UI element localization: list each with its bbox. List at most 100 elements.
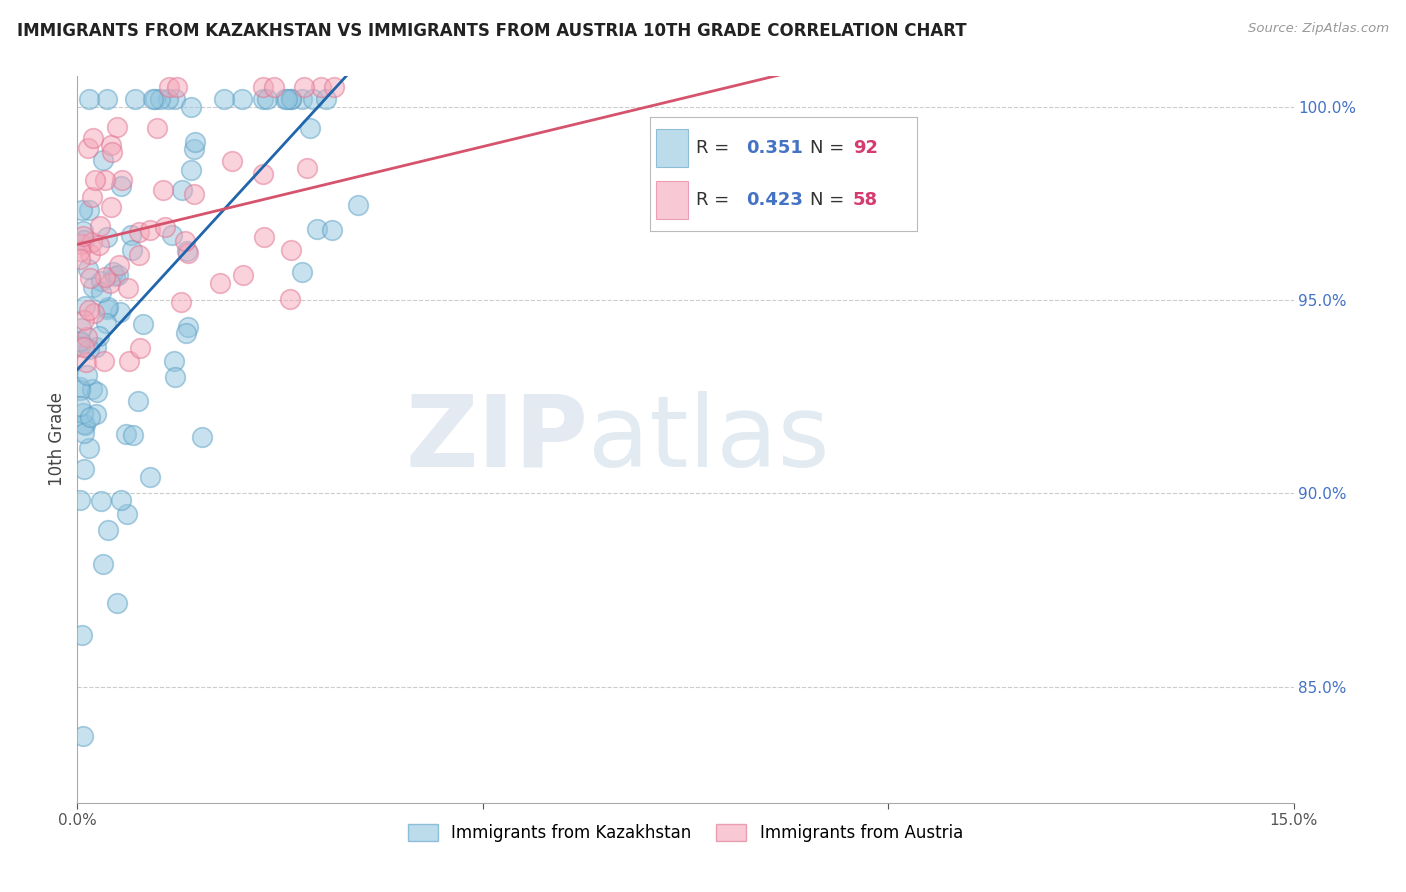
Point	[110, 493, 132, 508]
Point	[291, 265, 314, 279]
Point	[69, 383, 91, 397]
Point	[96, 302, 118, 317]
Point	[104, 268, 127, 283]
Point	[163, 92, 186, 106]
Point	[70, 628, 93, 642]
Point	[79, 246, 101, 260]
Point	[121, 428, 143, 442]
Point	[146, 121, 169, 136]
Point	[157, 80, 180, 95]
Point	[252, 167, 274, 181]
Point	[100, 200, 122, 214]
Point	[302, 92, 325, 106]
Point	[128, 248, 150, 262]
Point	[69, 339, 91, 353]
Point	[208, 276, 231, 290]
Point	[82, 131, 104, 145]
Point	[176, 244, 198, 259]
Point	[84, 340, 107, 354]
Point	[73, 233, 96, 247]
Point	[82, 280, 104, 294]
Text: 58: 58	[852, 191, 877, 209]
Point	[231, 92, 253, 106]
Point	[138, 223, 160, 237]
Point	[110, 179, 132, 194]
Point	[163, 354, 186, 368]
Point	[77, 441, 100, 455]
Point	[180, 100, 202, 114]
Bar	[657, 181, 689, 219]
Point	[77, 262, 100, 277]
Point	[69, 236, 91, 251]
Point	[295, 161, 318, 176]
Point	[172, 183, 194, 197]
Point	[69, 335, 91, 350]
Point	[274, 92, 297, 106]
Point	[143, 92, 166, 106]
Point	[263, 80, 285, 95]
Point	[111, 172, 134, 186]
Point	[128, 341, 150, 355]
Point	[69, 493, 91, 508]
Point	[149, 92, 172, 106]
Text: N =: N =	[810, 191, 849, 209]
Point	[117, 281, 139, 295]
Point	[276, 92, 298, 106]
Point	[94, 270, 117, 285]
Point	[294, 80, 316, 95]
Point	[77, 302, 100, 317]
Text: 0.423: 0.423	[745, 191, 803, 209]
Point	[86, 385, 108, 400]
Point	[212, 92, 235, 106]
Point	[128, 225, 150, 239]
Point	[309, 80, 332, 95]
Point	[121, 243, 143, 257]
Point	[877, 138, 900, 153]
Point	[191, 430, 214, 444]
Point	[84, 173, 107, 187]
Point	[72, 730, 94, 744]
Point	[183, 135, 205, 149]
Point	[96, 316, 118, 330]
Point	[82, 189, 104, 203]
Point	[153, 219, 176, 234]
Point	[180, 163, 202, 178]
Legend: Immigrants from Kazakhstan, Immigrants from Austria: Immigrants from Kazakhstan, Immigrants f…	[401, 817, 970, 849]
Point	[69, 380, 91, 394]
Point	[89, 328, 111, 343]
Point	[76, 330, 98, 344]
Point	[298, 121, 321, 136]
Point	[160, 228, 183, 243]
Text: 92: 92	[852, 139, 877, 157]
Point	[79, 342, 101, 356]
Point	[280, 244, 302, 258]
Point	[166, 80, 188, 95]
Point	[100, 138, 122, 153]
Point	[252, 80, 274, 95]
Point	[79, 270, 101, 285]
Text: N =: N =	[810, 139, 849, 157]
Point	[73, 313, 96, 327]
Y-axis label: 10th Grade: 10th Grade	[48, 392, 66, 486]
Point	[91, 557, 114, 571]
Point	[280, 292, 302, 306]
Point	[72, 406, 94, 420]
Point	[253, 230, 276, 244]
Point	[75, 417, 97, 432]
Text: atlas: atlas	[588, 391, 830, 488]
Point	[77, 92, 100, 106]
Point	[93, 354, 115, 368]
Point	[96, 92, 118, 106]
Point	[280, 92, 302, 106]
Point	[69, 252, 91, 267]
Point	[120, 227, 142, 242]
Point	[73, 425, 96, 440]
Point	[90, 285, 112, 299]
Point	[163, 370, 186, 384]
Point	[97, 523, 120, 537]
Point	[83, 306, 105, 320]
Text: IMMIGRANTS FROM KAZAKHSTAN VS IMMIGRANTS FROM AUSTRIA 10TH GRADE CORRELATION CHA: IMMIGRANTS FROM KAZAKHSTAN VS IMMIGRANTS…	[17, 22, 966, 40]
Point	[152, 183, 174, 197]
Point	[174, 326, 197, 341]
Point	[93, 172, 115, 186]
